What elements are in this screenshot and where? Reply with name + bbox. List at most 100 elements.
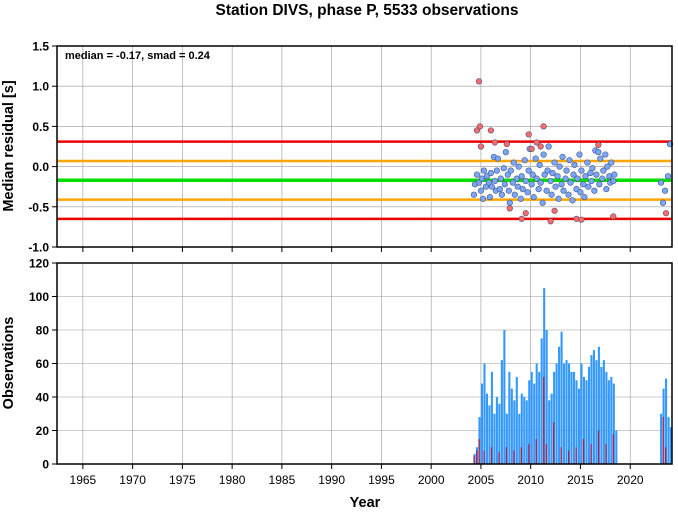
residual-point (661, 187, 669, 194)
residual-point (610, 177, 617, 185)
residual-y-axis-label: Median residual [s] (1, 80, 17, 212)
residual-point (549, 169, 556, 177)
observation-bar (530, 371, 533, 464)
observation-bar (480, 383, 484, 464)
residual-point (551, 207, 558, 214)
observation-bar (520, 447, 522, 464)
y-tick-label: 0.0 (32, 160, 49, 174)
residual-point (522, 210, 529, 217)
observation-bar (669, 427, 672, 464)
observation-bar (550, 393, 553, 464)
residual-point (565, 191, 572, 198)
observation-bar (597, 346, 600, 464)
residual-panel: -1.0 -0.5 0.0 0.5 1.0 1.5 median = -0.17, sma… (1, 40, 674, 255)
observation-bar (543, 376, 545, 464)
observation-bar (543, 288, 546, 464)
observation-bar (615, 430, 618, 464)
residual-point (532, 155, 539, 162)
observations-panel: 0 20 40 60 80 100 120 1965 1970 1975 1980 1985 1990… (1, 257, 673, 511)
observation-bar (513, 400, 516, 464)
observation-bar (493, 413, 496, 464)
chart-title: Station DIVS, phase P, 5533 observations (216, 2, 519, 19)
residual-point (548, 191, 555, 198)
observation-bar (582, 376, 586, 464)
observation-bar (478, 438, 480, 464)
residual-point (498, 191, 505, 198)
observation-bar (612, 383, 615, 464)
residual-point (576, 151, 583, 158)
observation-bar (563, 363, 566, 464)
residual-point (551, 159, 558, 166)
observation-bar (575, 380, 578, 464)
y-tick-label: 0.5 (32, 120, 49, 134)
residual-point (547, 218, 554, 225)
residual-point (543, 187, 550, 194)
residual-point (573, 215, 580, 222)
residual-point (563, 167, 570, 174)
residual-point (569, 197, 576, 204)
x-axis-label: Year (350, 495, 381, 511)
residual-point (554, 173, 561, 180)
residual-point (483, 173, 491, 180)
residual-point (537, 143, 544, 150)
observations-bars (473, 288, 672, 464)
residual-point (522, 177, 529, 185)
x-tick-label: 1990 (318, 473, 345, 487)
x-tick-label: 2015 (567, 473, 594, 487)
residual-point (574, 175, 581, 182)
y-tick-label: 1.0 (32, 80, 49, 94)
residual-point (509, 179, 516, 186)
observation-bar (483, 450, 485, 464)
residual-point (529, 171, 536, 178)
residual-point (570, 171, 577, 178)
residual-point (600, 167, 607, 174)
y-tick-label: 20 (36, 424, 50, 438)
observation-bar (523, 397, 526, 464)
observation-bar (513, 450, 515, 464)
observation-bar (520, 393, 523, 464)
observation-bar (488, 405, 491, 464)
observation-bar (498, 403, 501, 464)
observation-bar (577, 388, 581, 464)
observation-bar (553, 422, 555, 464)
observation-bar (498, 452, 500, 464)
residual-point (476, 123, 484, 130)
y-tick-label: 100 (29, 290, 49, 304)
x-tick-label: 1970 (119, 473, 146, 487)
residual-point (525, 167, 532, 174)
stats-annotation: median = -0.17, smad = 0.24 (65, 50, 211, 62)
residual-point (496, 186, 503, 193)
residual-point (580, 181, 587, 188)
residual-point (513, 175, 520, 182)
residual-point (521, 157, 528, 164)
residual-y-ticks: -1.0 -0.5 0.0 0.5 1.0 1.5 (28, 40, 57, 255)
observation-bar (595, 360, 598, 464)
y-tick-label: 0 (42, 458, 49, 472)
observation-bar (660, 413, 663, 464)
residual-point (533, 175, 540, 182)
observation-bar (587, 366, 590, 464)
observation-bar (602, 360, 605, 464)
residual-point (497, 175, 504, 182)
observation-bar (560, 447, 562, 464)
residual-point (480, 167, 488, 174)
observation-bar (665, 378, 668, 464)
residual-point (560, 187, 567, 194)
observation-bar (500, 360, 503, 464)
residual-point (510, 159, 517, 166)
observation-bar (510, 388, 513, 464)
observation-bar (568, 450, 570, 464)
residual-point (595, 149, 602, 156)
residual-point (517, 195, 524, 202)
observation-bar (590, 355, 593, 464)
residual-point (595, 141, 602, 148)
residual-point (559, 153, 566, 161)
residual-point (533, 139, 540, 146)
observation-bar (535, 363, 538, 464)
residual-point (589, 165, 596, 172)
observation-bar (570, 371, 573, 464)
residual-grid (57, 45, 672, 248)
residual-point (581, 194, 588, 201)
residual-point (502, 149, 509, 156)
